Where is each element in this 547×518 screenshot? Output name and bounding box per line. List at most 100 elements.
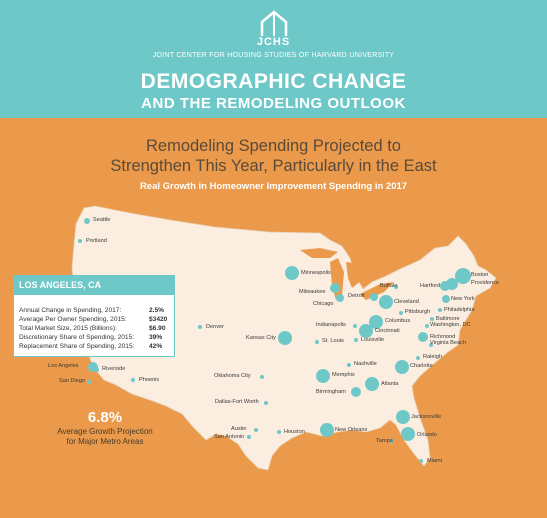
- city-label-providence[interactable]: Providence: [471, 280, 499, 286]
- city-bubble: [347, 363, 351, 367]
- city-label-jacksonville[interactable]: Jacksonville: [411, 414, 442, 420]
- city-label-chicago[interactable]: Chicago: [313, 301, 334, 307]
- city-bubble: [320, 423, 334, 437]
- city-label-virginia-beach[interactable]: Virginia Beach: [430, 340, 466, 346]
- city-label-new-orleans[interactable]: New Orleans: [335, 427, 368, 433]
- city-bubble: [396, 410, 410, 424]
- city-label-kansas-city[interactable]: Kansas City: [246, 335, 276, 341]
- city-label-san-diego[interactable]: San Diego: [59, 378, 86, 384]
- lake-superior: [300, 248, 338, 258]
- popup-title: LOS ANGELES, CA: [14, 276, 174, 295]
- popup-row-value: $3420: [149, 316, 168, 323]
- headline-line1: Remodeling Spending Projected to: [145, 137, 401, 155]
- city-label-louisville[interactable]: Louisville: [361, 337, 385, 343]
- city-label-atlanta[interactable]: Atlanta: [381, 381, 399, 387]
- city-bubble: [198, 325, 202, 329]
- popup-row-label: Average Per Owner Spending, 2015:: [19, 316, 127, 323]
- city-label-raleigh[interactable]: Raleigh: [423, 354, 442, 360]
- city-label-houston[interactable]: Houston: [284, 429, 305, 435]
- city-bubble: [95, 368, 99, 372]
- city-label-hartford[interactable]: Hartford: [420, 283, 441, 289]
- city-label-new-york[interactable]: New York: [451, 296, 475, 302]
- city-bubble: [277, 430, 281, 434]
- city-label-richmond[interactable]: Richmond: [430, 334, 456, 340]
- city-label-birmingham[interactable]: Birmingham: [316, 389, 346, 395]
- city-bubble: [455, 268, 471, 284]
- city-label-denver[interactable]: Denver: [206, 324, 225, 330]
- org-name: JOINT CENTER FOR HOUSING STUDIES OF HARV…: [152, 52, 395, 59]
- average-growth-label-line1: Average Growth Projection: [57, 427, 153, 436]
- city-label-baltimore[interactable]: Baltimore: [436, 316, 460, 322]
- popup-row-label: Total Market Size, 2015 (Billions):: [19, 325, 117, 332]
- city-label-phoenix[interactable]: Phoenix: [139, 377, 160, 383]
- city-label-seattle[interactable]: Seattle: [93, 217, 111, 223]
- city-label-buffalo[interactable]: Buffalo: [380, 283, 398, 289]
- city-bubble: [440, 281, 450, 291]
- header-band: JCHS JOINT CENTER FOR HOUSING STUDIES OF…: [0, 0, 547, 118]
- city-bubble: [336, 294, 344, 302]
- city-label-philadelphia[interactable]: Philadelphia: [444, 307, 475, 313]
- city-label-austin[interactable]: Austin: [231, 426, 247, 432]
- city-bubble: [390, 439, 394, 443]
- city-label-minneapolis[interactable]: Minneapolis: [301, 270, 331, 276]
- average-growth-label: Average Growth Projection for Major Metr…: [40, 427, 170, 447]
- city-bubble: [416, 356, 420, 360]
- city-label-pittsburgh[interactable]: Pittsburgh: [405, 309, 431, 315]
- city-label-cleveland[interactable]: Cleveland: [394, 299, 419, 305]
- city-label-los-angeles[interactable]: Los Angeles: [48, 363, 79, 369]
- city-label-st-louis[interactable]: St. Louis: [322, 338, 344, 344]
- city-bubble: [247, 435, 251, 439]
- popup-row: Discretionary Share of Spending, 2015: 3…: [19, 334, 169, 341]
- city-label-boston[interactable]: Boston: [471, 272, 489, 278]
- city-label-detroit[interactable]: Detroit: [348, 293, 365, 299]
- city-bubble: [330, 283, 340, 293]
- popup-row-label: Replacement Share of Spending, 2015:: [19, 343, 135, 350]
- city-bubble: [278, 331, 292, 345]
- city-bubble: [419, 459, 423, 463]
- city-label-washington-dc[interactable]: Washington, DC: [430, 322, 471, 328]
- jchs-house-logo-icon: [260, 10, 288, 36]
- city-bubble: [399, 311, 403, 315]
- city-bubble: [87, 380, 91, 384]
- city-label-indianapolis[interactable]: Indianapolis: [316, 322, 346, 328]
- city-label-miami[interactable]: Miami: [427, 458, 442, 464]
- city-label-orlando[interactable]: Orlando: [417, 432, 437, 438]
- popup-row-label: Discretionary Share of Spending, 2015:: [19, 334, 135, 341]
- city-bubble: [379, 295, 393, 309]
- city-label-columbus[interactable]: Columbus: [385, 318, 411, 324]
- city-label-memphis[interactable]: Memphis: [332, 372, 355, 378]
- city-bubble: [429, 343, 433, 347]
- city-bubble: [395, 360, 409, 374]
- city-detail-popup: LOS ANGELES, CA Annual Change in Spendin…: [13, 275, 175, 357]
- title-line2: AND THE REMODELING OUTLOOK: [141, 95, 406, 112]
- city-label-nashville[interactable]: Nashville: [354, 361, 377, 367]
- city-label-san-antonio[interactable]: San Antonio: [214, 434, 245, 440]
- city-bubble: [264, 401, 268, 405]
- city-bubble: [131, 378, 135, 382]
- city-bubble: [442, 295, 450, 303]
- city-bubble: [315, 340, 319, 344]
- map-subtitle: Real Growth in Homeowner Improvement Spe…: [139, 181, 408, 192]
- city-label-milwaukee[interactable]: Milwaukee: [299, 289, 326, 295]
- city-label-cincinnati[interactable]: Cincinnati: [375, 328, 400, 334]
- logo-text: JCHS: [256, 36, 291, 48]
- city-label-portland[interactable]: Portland: [86, 238, 107, 244]
- lake-huron: [346, 262, 362, 288]
- city-bubble: [418, 332, 428, 342]
- city-bubble: [394, 285, 398, 289]
- city-bubble: [353, 324, 357, 328]
- average-growth-value: 6.8%: [87, 409, 123, 426]
- city-label-oklahoma-city[interactable]: Oklahoma City: [214, 373, 251, 379]
- city-label-charlotte[interactable]: Charlotte: [410, 363, 433, 369]
- city-bubble: [78, 239, 82, 243]
- city-label-riverside[interactable]: Riverside: [102, 366, 126, 372]
- city-bubble: [430, 317, 434, 321]
- city-label-dallas-fort-worth[interactable]: Dallas-Fort Worth: [215, 399, 259, 405]
- city-label-tampa[interactable]: Tampa: [376, 438, 393, 444]
- popup-row-value: 42%: [149, 343, 163, 350]
- city-bubble: [254, 428, 258, 432]
- city-bubble: [316, 369, 330, 383]
- city-bubble: [285, 266, 299, 280]
- popup-row: Average Per Owner Spending, 2015: $3420: [19, 316, 169, 323]
- popup-row: Total Market Size, 2015 (Billions): $6.9…: [19, 325, 169, 332]
